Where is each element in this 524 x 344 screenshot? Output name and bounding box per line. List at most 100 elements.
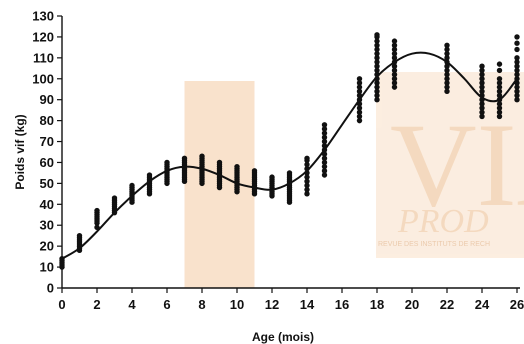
fitted-growth-curve [61,51,518,260]
data-point [321,168,328,174]
data-point [356,88,363,95]
data-point [164,159,170,166]
data-point [514,88,520,95]
data-point [321,138,328,145]
data-point [181,155,188,161]
data-point [496,76,503,82]
data-point [496,67,503,74]
x-tick-label: 20 [405,297,419,312]
data-point [514,59,520,65]
x-tick-label: 0 [58,297,65,312]
data-point [444,88,450,95]
data-point [514,34,520,40]
data-point [514,63,520,69]
data-point [356,113,363,120]
x-tick-label: 18 [370,297,384,312]
data-point [321,163,328,170]
data-point [514,67,520,74]
data-point [479,105,485,111]
x-tick-label: 10 [230,297,244,312]
data-point [269,174,275,180]
y-tick-label: 110 [33,50,54,65]
x-tick-label: 2 [93,297,100,312]
data-point [374,50,380,57]
data-point [444,67,450,74]
data-point [374,63,380,69]
data-point [514,84,520,90]
data-point [374,92,380,99]
data-point [374,96,380,103]
data-point [514,40,520,46]
data-point [321,155,328,161]
data-point [496,105,503,111]
data-point [444,71,450,78]
data-point [304,161,310,168]
data-point [199,153,205,159]
data-point [479,113,485,120]
data-point [321,126,328,132]
data-point [356,117,363,124]
data-point [444,80,450,86]
data-point [321,172,328,178]
data-point [374,32,380,38]
data-point [234,163,240,170]
data-point [479,101,485,107]
data-point [321,134,328,141]
data-point [496,109,503,115]
data-point [356,109,363,115]
data-point [444,42,450,48]
data-point [391,50,398,57]
data-point [111,195,118,201]
data-point [374,84,380,90]
y-tick-label: 120 [32,29,54,44]
data-point [444,50,450,57]
data-point [514,46,520,53]
data-point [391,80,398,86]
data-point [444,63,450,69]
watermark-script-text: PROD [397,203,489,240]
x-tick-label: 4 [128,297,136,312]
data-point [391,46,398,53]
x-tick-label: 22 [440,297,454,312]
data-point [514,96,520,103]
data-point [514,92,520,99]
data-point [496,92,503,99]
data-point [251,168,258,174]
data-point [391,84,398,90]
data-point [391,71,398,78]
x-tick-label: 8 [198,297,205,312]
y-tick-label: 0 [47,281,54,296]
data-point [216,159,223,166]
data-point [374,55,380,61]
x-tick-label: 12 [265,297,279,312]
data-point [391,55,398,61]
y-tick-label: 80 [40,113,54,128]
data-point [391,42,398,48]
x-tick-label: 14 [300,297,315,312]
x-tick-label: 16 [335,297,349,312]
data-point [496,80,503,86]
data-point [374,59,380,65]
y-tick-label: 40 [40,197,54,212]
data-point [479,67,485,74]
y-tick-label: 20 [40,239,54,254]
data-point [479,88,485,95]
data-point [286,170,293,176]
x-axis-title: Age (mois) [252,330,314,344]
y-tick-label: 50 [40,176,54,191]
y-tick-label: 130 [32,9,54,24]
data-point [321,130,328,136]
data-point [444,76,450,82]
data-point [304,186,310,193]
data-point [479,71,485,78]
data-point [321,122,328,128]
y-tick-label: 90 [40,92,54,107]
watermark-caption: REVUE DES INSTITUTS DE RECH [378,241,490,248]
data-point [496,101,503,107]
y-tick-label: 30 [40,218,54,233]
data-point [391,76,398,82]
y-axis-title: Poids vif (kg) [13,114,27,189]
data-point [479,63,485,69]
data-point [304,178,310,184]
